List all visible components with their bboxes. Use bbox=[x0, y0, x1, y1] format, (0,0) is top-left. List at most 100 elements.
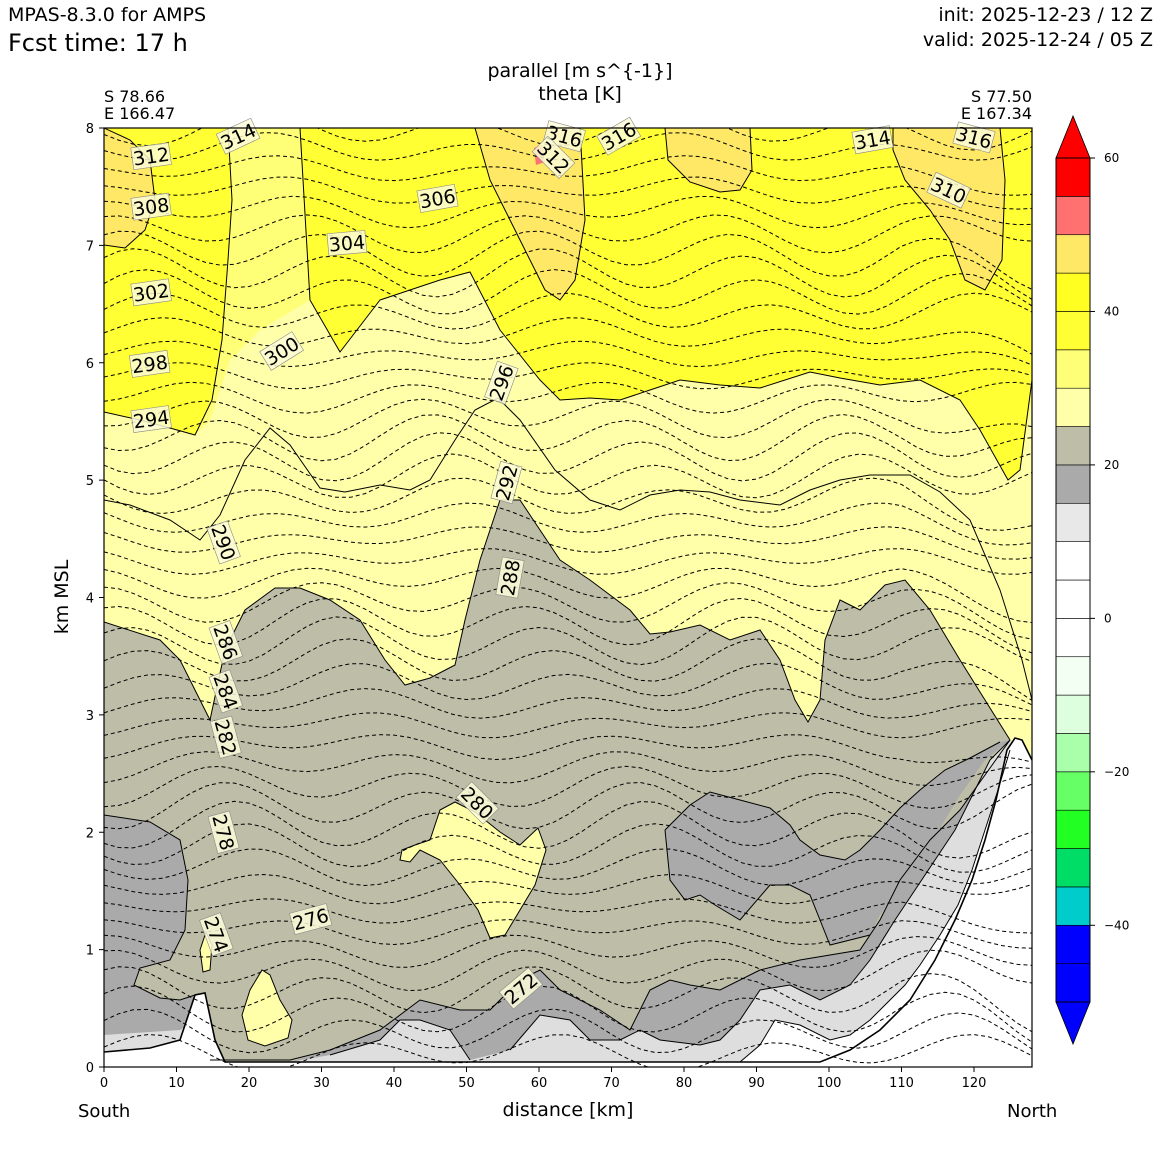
theta-label-box bbox=[596, 116, 642, 156]
colorbar-segment bbox=[1055, 924, 1091, 964]
colorbar-segment bbox=[1055, 886, 1091, 926]
theta-isentrope bbox=[104, 582, 1032, 640]
theta-label: 302 bbox=[130, 278, 172, 307]
theta-label-text: 308 bbox=[132, 194, 171, 221]
theta-isentrope bbox=[104, 292, 1032, 330]
colorbar-tick-label: 40 bbox=[1104, 304, 1119, 318]
x-axis-label: distance [km] bbox=[502, 1099, 634, 1121]
colorbar-segment bbox=[1055, 502, 1091, 542]
y-tick-label: 5 bbox=[86, 474, 94, 489]
x-tick-label: 90 bbox=[748, 1076, 765, 1091]
valid-time: valid: 2025-12-24 / 05 Z bbox=[922, 29, 1153, 51]
x-tick-label: 60 bbox=[531, 1076, 548, 1091]
x-tick-label: 10 bbox=[168, 1076, 185, 1091]
colorbar-min-extension bbox=[1055, 1001, 1091, 1046]
theta-isentrope bbox=[104, 597, 1032, 654]
theta-label: 282 bbox=[209, 715, 242, 759]
y-tick-label: 2 bbox=[86, 826, 94, 841]
theta-isentrope bbox=[104, 176, 1032, 210]
colorbar-segment bbox=[1055, 963, 1091, 1003]
theta-label-box bbox=[209, 715, 242, 759]
x-tick-label: 50 bbox=[458, 1076, 475, 1091]
theta-label-box bbox=[455, 781, 500, 825]
theta-label-box bbox=[206, 520, 241, 565]
theta-isentrope bbox=[104, 398, 1032, 439]
theta-isentrope bbox=[104, 873, 1032, 905]
theta-isentrope bbox=[104, 195, 1032, 229]
theta-label: 308 bbox=[130, 192, 172, 221]
theta-label-box bbox=[490, 460, 523, 505]
theta-label-box bbox=[130, 278, 172, 307]
terrain bbox=[104, 738, 1032, 1067]
forecast-time: Fcst time: 17 h bbox=[8, 29, 188, 57]
colorbar-segment bbox=[1055, 311, 1091, 351]
colorbar-segment bbox=[1055, 234, 1091, 274]
theta-isentrope bbox=[104, 248, 1032, 300]
init-time: init: 2025-12-23 / 12 Z bbox=[938, 4, 1153, 26]
theta-label-box bbox=[495, 556, 525, 599]
theta-isentrope bbox=[104, 214, 1032, 254]
theta-isentrope bbox=[104, 949, 1032, 992]
theta-label-box bbox=[289, 903, 333, 936]
colorbar-tick-label: 20 bbox=[1104, 458, 1119, 472]
theta-isentrope bbox=[104, 919, 1032, 949]
colorbar-segment bbox=[1055, 387, 1091, 427]
theta-isentrope bbox=[104, 526, 1032, 560]
left-longitude: E 166.47 bbox=[104, 104, 176, 123]
colorbar-segment bbox=[1055, 272, 1091, 312]
theta-label-box bbox=[130, 192, 172, 221]
colorbar-segment bbox=[1055, 848, 1091, 888]
colorbar-segment bbox=[1055, 694, 1091, 734]
south-label: South bbox=[78, 1101, 131, 1122]
north-label: North bbox=[1007, 1101, 1058, 1122]
fill-15-20 bbox=[665, 740, 1010, 945]
y-tick-label: 6 bbox=[86, 357, 94, 372]
theta-isentrope bbox=[104, 848, 1032, 887]
theta-isentrope bbox=[104, 966, 1032, 1033]
theta-label-box bbox=[128, 350, 171, 378]
theta-label-text: 294 bbox=[132, 407, 171, 434]
fill-15-20 bbox=[104, 740, 1032, 1067]
y-tick-label: 0 bbox=[86, 1061, 94, 1076]
theta-isentrope bbox=[104, 616, 1032, 666]
y-tick-label: 3 bbox=[86, 709, 94, 724]
theta-label-box bbox=[498, 967, 543, 1010]
theta-label-box bbox=[926, 171, 971, 209]
theta-isentrope bbox=[104, 432, 1032, 482]
theta-isentrope bbox=[104, 985, 1032, 1043]
theta-isentrope bbox=[104, 781, 1032, 830]
fill-35-40 bbox=[300, 128, 1032, 480]
theta-isentrope bbox=[104, 688, 1032, 719]
y-tick-label: 8 bbox=[86, 122, 94, 137]
theta-label-box bbox=[531, 135, 576, 179]
x-tick-label: 30 bbox=[313, 1076, 330, 1091]
theta-isentrope bbox=[104, 638, 1032, 701]
colorbar-segment bbox=[1055, 541, 1091, 581]
theta-isentrope bbox=[104, 453, 1032, 499]
fill-40-45 bbox=[665, 128, 752, 192]
theta-isentrope bbox=[104, 381, 1032, 414]
colorbar-segment bbox=[1055, 464, 1091, 504]
colorbar-segment bbox=[1055, 733, 1091, 773]
theta-isentrope bbox=[104, 898, 1032, 934]
theta-isentrope bbox=[104, 662, 1032, 706]
theta-label-box bbox=[259, 331, 304, 371]
right-latitude: S 77.50 bbox=[970, 87, 1032, 106]
left-latitude: S 78.66 bbox=[104, 87, 166, 106]
theta-label-box bbox=[484, 360, 519, 405]
theta-label: 304 bbox=[326, 230, 368, 257]
chart-title-wind: parallel [m s^{-1}] bbox=[487, 60, 673, 82]
chart-title-theta: theta [K] bbox=[538, 83, 622, 105]
theta-isentrope bbox=[104, 823, 1032, 873]
theta-label: 312 bbox=[130, 142, 172, 171]
theta-label-box bbox=[326, 230, 368, 256]
colorbar-segment bbox=[1055, 809, 1091, 849]
wind-speed-fills bbox=[104, 128, 1032, 1067]
fill-25-30-blob bbox=[242, 970, 292, 1046]
theta-isentrope bbox=[104, 934, 1032, 969]
x-tick-label: 80 bbox=[676, 1076, 693, 1091]
colorbar-tick-label: −40 bbox=[1104, 918, 1129, 932]
theta-isentrope bbox=[104, 567, 1032, 624]
colorbar-segment bbox=[1055, 426, 1091, 466]
